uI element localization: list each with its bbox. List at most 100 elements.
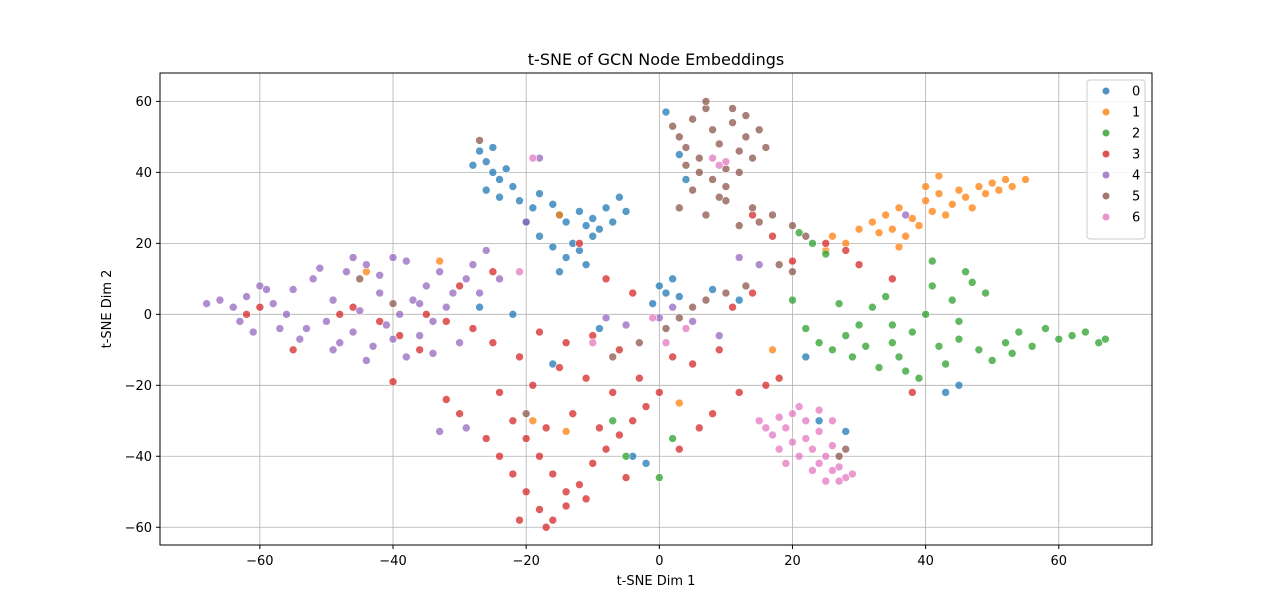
- series-2-point: [608, 416, 618, 426]
- series-0-point: [595, 224, 604, 234]
- series-2-point: [1041, 324, 1050, 333]
- y-tick-label: −20: [125, 379, 152, 394]
- series-0-point: [608, 217, 618, 227]
- axis-ticks: −60 −40 −20 0 20 40 60 −60 −40 −20 0 20 40 60: [125, 95, 1068, 569]
- series-1-point: [934, 189, 944, 198]
- series-1-point: [994, 185, 1004, 195]
- series-5-point: [788, 267, 797, 277]
- series-5-point: [688, 302, 697, 312]
- series-4-point: [428, 349, 438, 358]
- series-3-point: [495, 451, 504, 461]
- legend-marker-4: [1102, 171, 1110, 179]
- series-2-point: [947, 295, 957, 305]
- series-4-point: [428, 317, 438, 326]
- series-2-point: [961, 267, 970, 277]
- series-3-point: [615, 345, 624, 355]
- series-4-point: [328, 345, 338, 355]
- series-3-point: [841, 246, 851, 255]
- series-4-point: [621, 320, 631, 330]
- series-5-point: [388, 299, 398, 308]
- series-5-point: [688, 185, 697, 195]
- series-0-point: [548, 242, 558, 252]
- series-1-point: [894, 203, 904, 213]
- series-1-point: [934, 171, 944, 181]
- series-2-point: [974, 345, 984, 355]
- series-2-point: [934, 341, 944, 351]
- series-3-point: [488, 267, 498, 277]
- series-4-point: [375, 288, 385, 298]
- series-0-point: [675, 292, 684, 301]
- series-5-point: [728, 118, 737, 127]
- series-2-point: [854, 320, 864, 330]
- series-4-point: [668, 302, 677, 312]
- series-6-point: [761, 423, 771, 433]
- series-3-point: [255, 302, 265, 312]
- series-3-point: [555, 363, 564, 372]
- series-2-point: [881, 292, 890, 301]
- series-4-point: [521, 217, 531, 227]
- series-6-point: [721, 157, 731, 167]
- series-0-point: [641, 459, 651, 468]
- series-1-point: [888, 224, 897, 234]
- series-5-point: [475, 136, 484, 145]
- series-6-point: [834, 462, 844, 472]
- series-1-point: [868, 217, 877, 227]
- series-2-point: [834, 299, 844, 308]
- series-5-point: [675, 203, 684, 213]
- series-0-point: [515, 196, 524, 206]
- series-6-point: [821, 476, 831, 486]
- series-5-point: [741, 111, 751, 120]
- series-3-point: [455, 281, 464, 291]
- series-1-point: [435, 256, 444, 266]
- series-5-point: [788, 221, 797, 230]
- series-5-point: [734, 221, 744, 230]
- series-1-point: [881, 210, 890, 220]
- series-2-point: [1081, 327, 1090, 337]
- series-6-point: [794, 402, 804, 411]
- series-4-point: [322, 317, 331, 326]
- series-3-point: [395, 331, 404, 340]
- series-6-point: [661, 338, 671, 348]
- series-4-point: [282, 310, 291, 319]
- series-0-point: [561, 217, 571, 227]
- series-0-point: [841, 427, 851, 436]
- series-5-point: [774, 260, 784, 269]
- series-3-point: [375, 317, 385, 326]
- series-2-point: [888, 320, 897, 330]
- series-3-point: [575, 480, 584, 489]
- series-3-point: [708, 409, 717, 418]
- series-5-point: [714, 139, 724, 149]
- series-5-point: [635, 338, 644, 348]
- series-0-point: [548, 200, 558, 209]
- series-0-point: [621, 207, 631, 216]
- series-0-point: [601, 203, 611, 213]
- series-5-point: [721, 288, 731, 298]
- series-5-point: [734, 146, 744, 156]
- series-3-point: [635, 373, 644, 383]
- series-5-point: [761, 143, 771, 152]
- series-2-point: [861, 341, 871, 351]
- series-2-point: [788, 295, 797, 305]
- series-3-point: [821, 239, 831, 248]
- series-0-point: [488, 168, 498, 177]
- series-4-point: [375, 270, 385, 280]
- series-2-point: [908, 327, 917, 337]
- series-6-point: [821, 451, 831, 461]
- series-4-point: [342, 267, 351, 277]
- series-2-point: [941, 359, 950, 369]
- series-0-point: [475, 146, 484, 156]
- series-2-point: [1027, 341, 1037, 351]
- data-points: [202, 97, 1110, 532]
- y-tick-label: 40: [135, 166, 152, 181]
- series-2-point: [981, 288, 990, 298]
- series-0-point: [595, 324, 604, 333]
- series-5-point: [748, 153, 757, 163]
- series-3-point: [535, 327, 544, 337]
- series-3-point: [521, 487, 531, 497]
- series-6-point: [708, 153, 717, 163]
- series-2-point: [921, 310, 930, 319]
- series-1-point: [914, 221, 924, 230]
- series-4-point: [461, 423, 471, 433]
- series-0-point: [508, 310, 518, 319]
- grid-lines: [160, 73, 1152, 545]
